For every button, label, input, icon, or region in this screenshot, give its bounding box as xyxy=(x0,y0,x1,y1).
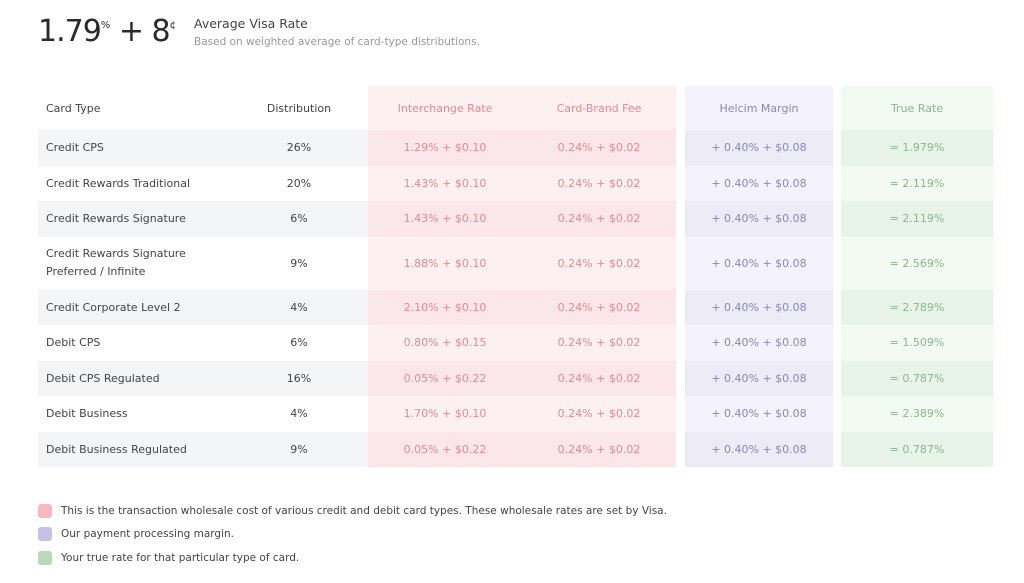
column-gap xyxy=(676,86,685,130)
table-cell: 0.05% + $0.22 xyxy=(368,360,522,396)
table-cell: Debit Business xyxy=(46,407,128,421)
table-cell: 1.70% + $0.10 xyxy=(368,396,522,432)
color-swatch-icon xyxy=(38,550,52,565)
table-cell: + 0.40% + $0.08 xyxy=(685,396,833,432)
average-rate-value: 1.79% + 8¢ xyxy=(38,14,177,49)
table-cell: = 0.787% xyxy=(841,360,993,396)
column-header: True Rate xyxy=(841,86,993,130)
legend-item: This is the transaction wholesale cost o… xyxy=(38,499,667,523)
legend-text: Our payment processing margin. xyxy=(61,528,234,541)
table-cell: 0.24% + $0.02 xyxy=(522,201,676,237)
column-gap xyxy=(833,166,841,202)
column-gap xyxy=(833,130,841,166)
column-header: Distribution xyxy=(266,101,332,115)
column-header: Card-Brand Fee xyxy=(522,86,676,130)
column-gap xyxy=(833,290,841,326)
column-gap xyxy=(833,396,841,432)
table-cell: 0.24% + $0.02 xyxy=(522,360,676,396)
table-cell: Debit CPS xyxy=(46,336,101,350)
table-cell: 9% xyxy=(290,256,308,270)
table-cell: 0.24% + $0.02 xyxy=(522,431,676,467)
column-gap xyxy=(833,86,841,130)
table-cell: + 0.40% + $0.08 xyxy=(685,130,833,166)
table-cell: = 2.119% xyxy=(841,201,993,237)
column-gap xyxy=(676,325,685,361)
table-cell: + 0.40% + $0.08 xyxy=(685,360,833,396)
table-cell: 1.29% + $0.10 xyxy=(368,130,522,166)
column-gap xyxy=(676,361,685,397)
legend: This is the transaction wholesale cost o… xyxy=(38,499,667,570)
table-cell: 1.88% + $0.10 xyxy=(368,236,522,290)
column-gap xyxy=(833,432,841,468)
table-cell: 4% xyxy=(230,289,368,325)
table-cell: + 0.40% + $0.08 xyxy=(685,325,833,361)
rate-table: Card Type Distribution Interchange Rate Car… xyxy=(38,86,993,467)
table-cell: Debit Business Regulated xyxy=(38,431,230,467)
table-cell: = 1.979% xyxy=(841,130,993,166)
legend-item: Your true rate for that particular type … xyxy=(38,546,667,570)
table-cell: Credit Rewards Signature xyxy=(38,201,230,237)
table-cell: 0.24% + $0.02 xyxy=(522,130,676,166)
table-cell: 0.24% + $0.02 xyxy=(522,236,676,290)
legend-text: This is the transaction wholesale cost o… xyxy=(61,504,667,517)
table-cell: 2.10% + $0.10 xyxy=(368,289,522,325)
table-cell: = 1.509% xyxy=(841,325,993,361)
table-cell: = 2.389% xyxy=(841,396,993,432)
table-cell: + 0.40% + $0.08 xyxy=(685,236,833,290)
column-gap xyxy=(676,290,685,326)
column-gap xyxy=(833,361,841,397)
table-cell: 0.24% + $0.02 xyxy=(522,165,676,201)
table-cell: = 2.119% xyxy=(841,165,993,201)
table-cell: 4% xyxy=(290,407,308,421)
column-header: Card Type xyxy=(46,101,101,115)
column-gap xyxy=(676,432,685,468)
table-cell: 6% xyxy=(230,201,368,237)
table-cell: 1.43% + $0.10 xyxy=(368,165,522,201)
table-cell: = 2.789% xyxy=(841,289,993,325)
column-gap xyxy=(676,166,685,202)
summary-title: Average Visa Rate xyxy=(194,16,308,31)
table-cell: 20% xyxy=(286,176,312,190)
table-cell: = 2.569% xyxy=(841,236,993,290)
legend-item: Our payment processing margin. xyxy=(38,523,667,547)
table-cell: 1.43% + $0.10 xyxy=(368,201,522,237)
table-cell: + 0.40% + $0.08 xyxy=(685,201,833,237)
table-cell: + 0.40% + $0.08 xyxy=(685,289,833,325)
column-gap xyxy=(676,237,685,290)
table-cell: 6% xyxy=(290,336,308,350)
table-cell: 0.24% + $0.02 xyxy=(522,289,676,325)
color-swatch-icon xyxy=(38,527,52,542)
table-cell: 16% xyxy=(230,360,368,396)
table-cell: Credit Rewards Signature Preferred / Inf… xyxy=(46,247,186,278)
table-cell: 0.80% + $0.15 xyxy=(368,325,522,361)
legend-text: Your true rate for that particular type … xyxy=(61,551,300,564)
table-cell: + 0.40% + $0.08 xyxy=(685,431,833,467)
column-gap xyxy=(676,396,685,432)
table-cell: Credit CPS xyxy=(38,130,230,166)
table-cell: = 0.787% xyxy=(841,431,993,467)
table-cell: 0.24% + $0.02 xyxy=(522,396,676,432)
table-cell: Credit Rewards Traditional xyxy=(46,176,191,190)
average-rate-summary: 1.79% + 8¢ Average Visa Rate Based on we… xyxy=(38,12,480,52)
column-header: Helcim Margin xyxy=(685,86,833,130)
column-gap xyxy=(676,130,685,166)
column-gap xyxy=(833,325,841,361)
summary-subtitle: Based on weighted average of card-type d… xyxy=(194,36,480,48)
table-cell: Debit CPS Regulated xyxy=(38,360,230,396)
column-gap xyxy=(833,237,841,290)
table-cell: 9% xyxy=(230,431,368,467)
table-cell: 26% xyxy=(230,130,368,166)
column-gap xyxy=(833,201,841,237)
color-swatch-icon xyxy=(38,503,52,518)
table-cell: + 0.40% + $0.08 xyxy=(685,165,833,201)
column-header: Interchange Rate xyxy=(368,86,522,130)
column-gap xyxy=(676,201,685,237)
table-cell: Credit Corporate Level 2 xyxy=(38,289,230,325)
table-cell: 0.05% + $0.22 xyxy=(368,431,522,467)
table-cell: 0.24% + $0.02 xyxy=(522,325,676,361)
